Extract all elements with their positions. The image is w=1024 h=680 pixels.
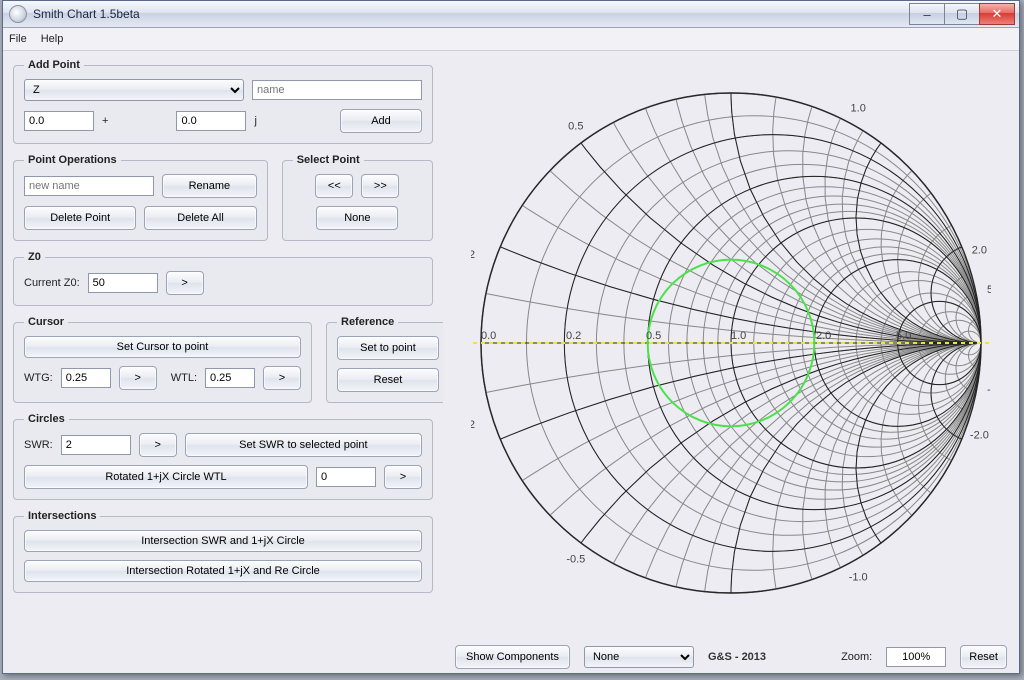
wtl-label: WTL: <box>171 372 197 384</box>
svg-text:-0.5: -0.5 <box>566 554 585 566</box>
point-type-select[interactable]: Z <box>24 79 244 101</box>
swr-apply-button[interactable]: > <box>139 433 177 457</box>
zoom-reset-button[interactable]: Reset <box>960 645 1007 669</box>
menu-file[interactable]: File <box>9 33 27 45</box>
select-none-button[interactable]: None <box>316 206 398 230</box>
window-controls: – ▢ ✕ <box>910 3 1015 25</box>
chart-panel: 0.0 0.2 0.5 1.0 2.0 5.0 0.5 1.0 2.0 -0.5 -1.0 -2.0 0… <box>443 51 1019 675</box>
bottom-bar: Show Components None G&S - 2013 Zoom: Re… <box>443 645 1019 669</box>
plus-label: + <box>102 115 108 127</box>
app-icon <box>9 5 27 23</box>
wtg-input[interactable] <box>61 368 111 388</box>
overlay-select[interactable]: None <box>584 646 694 668</box>
zoom-input[interactable] <box>886 647 946 667</box>
svg-text:0.5: 0.5 <box>646 330 661 342</box>
delete-all-button[interactable]: Delete All <box>144 206 256 230</box>
point-imag-input[interactable] <box>176 111 246 131</box>
reference-group: Reference Set to point Reset <box>326 316 443 403</box>
svg-text:2.0: 2.0 <box>816 330 831 342</box>
z0-label: Current Z0: <box>24 277 80 289</box>
wtg-apply-button[interactable]: > <box>119 366 157 390</box>
rotated-circle-button[interactable]: Rotated 1+jX Circle WTL <box>24 465 308 489</box>
intersection-swr-button[interactable]: Intersection SWR and 1+jX Circle <box>24 530 422 552</box>
rotated-apply-button[interactable]: > <box>384 465 422 489</box>
window-title: Smith Chart 1.5beta <box>33 7 140 21</box>
svg-text:-0.2: -0.2 <box>471 419 475 431</box>
add-point-legend: Add Point <box>24 59 84 71</box>
close-icon: ✕ <box>992 6 1003 22</box>
select-point-group: Select Point << >> None <box>282 154 433 241</box>
titlebar: Smith Chart 1.5beta – ▢ ✕ <box>3 1 1019 28</box>
swr-set-button[interactable]: Set SWR to selected point <box>185 433 422 457</box>
svg-text:0.2: 0.2 <box>566 330 581 342</box>
prev-point-button[interactable]: << <box>315 174 353 198</box>
svg-text:0.2: 0.2 <box>471 249 475 261</box>
swr-label: SWR: <box>24 439 53 451</box>
maximize-icon: ▢ <box>956 6 968 22</box>
point-real-input[interactable] <box>24 111 94 131</box>
smith-chart: 0.0 0.2 0.5 1.0 2.0 5.0 0.5 1.0 2.0 -0.5 -1.0 -2.0 0… <box>471 83 991 603</box>
cursor-group: Cursor Set Cursor to point WTG: > WTL: > <box>13 316 312 403</box>
point-ops-group: Point Operations Rename Delete Point Del… <box>13 154 268 241</box>
svg-text:1.0: 1.0 <box>731 330 746 342</box>
j-label: j <box>254 115 256 127</box>
svg-text:2.0: 2.0 <box>972 245 987 257</box>
svg-text:0.0: 0.0 <box>481 330 496 342</box>
maximize-button[interactable]: ▢ <box>944 3 980 25</box>
minimize-icon: – <box>923 7 930 22</box>
intersection-rotated-button[interactable]: Intersection Rotated 1+jX and Re Circle <box>24 560 422 582</box>
svg-text:5.0: 5.0 <box>896 330 911 342</box>
minimize-button[interactable]: – <box>909 3 945 25</box>
z0-input[interactable] <box>88 273 158 293</box>
left-panel: Add Point Z + j Add <box>3 51 443 675</box>
svg-text:-1.0: -1.0 <box>849 571 868 583</box>
ref-reset-button[interactable]: Reset <box>337 368 439 392</box>
wtl-input[interactable] <box>205 368 255 388</box>
rename-button[interactable]: Rename <box>162 174 257 198</box>
intersections-legend: Intersections <box>24 510 100 522</box>
add-point-group: Add Point Z + j Add <box>13 59 433 144</box>
credit-text: G&S - 2013 <box>708 651 766 663</box>
menubar: File Help <box>3 28 1019 51</box>
show-components-button[interactable]: Show Components <box>455 645 570 669</box>
close-button[interactable]: ✕ <box>979 3 1015 25</box>
circles-group: Circles SWR: > Set SWR to selected point… <box>13 413 433 500</box>
ref-set-button[interactable]: Set to point <box>337 336 439 360</box>
rename-input[interactable] <box>24 176 154 196</box>
intersections-group: Intersections Intersection SWR and 1+jX … <box>13 510 433 593</box>
menu-help[interactable]: Help <box>41 33 64 45</box>
wtl-apply-button[interactable]: > <box>263 366 301 390</box>
z0-group: Z0 Current Z0: > <box>13 251 433 306</box>
svg-text:1.0: 1.0 <box>851 103 866 115</box>
point-ops-legend: Point Operations <box>24 154 121 166</box>
zoom-label: Zoom: <box>841 651 872 663</box>
cursor-legend: Cursor <box>24 316 68 328</box>
add-point-button[interactable]: Add <box>340 109 422 133</box>
rotated-input[interactable] <box>316 467 376 487</box>
swr-input[interactable] <box>61 435 131 455</box>
wtg-label: WTG: <box>24 372 53 384</box>
select-point-legend: Select Point <box>293 154 364 166</box>
svg-text:0.5: 0.5 <box>568 120 583 132</box>
svg-text:5.0: 5.0 <box>987 284 991 296</box>
reference-legend: Reference <box>337 316 398 328</box>
z0-legend: Z0 <box>24 251 45 263</box>
svg-text:-5.0: -5.0 <box>987 384 991 396</box>
svg-text:-2.0: -2.0 <box>970 429 989 441</box>
next-point-button[interactable]: >> <box>361 174 399 198</box>
point-name-input[interactable] <box>252 80 422 100</box>
app-window: Smith Chart 1.5beta – ▢ ✕ File Help Add … <box>2 0 1020 674</box>
z0-apply-button[interactable]: > <box>166 271 204 295</box>
circles-legend: Circles <box>24 413 69 425</box>
set-cursor-button[interactable]: Set Cursor to point <box>24 336 301 358</box>
delete-point-button[interactable]: Delete Point <box>24 206 136 230</box>
